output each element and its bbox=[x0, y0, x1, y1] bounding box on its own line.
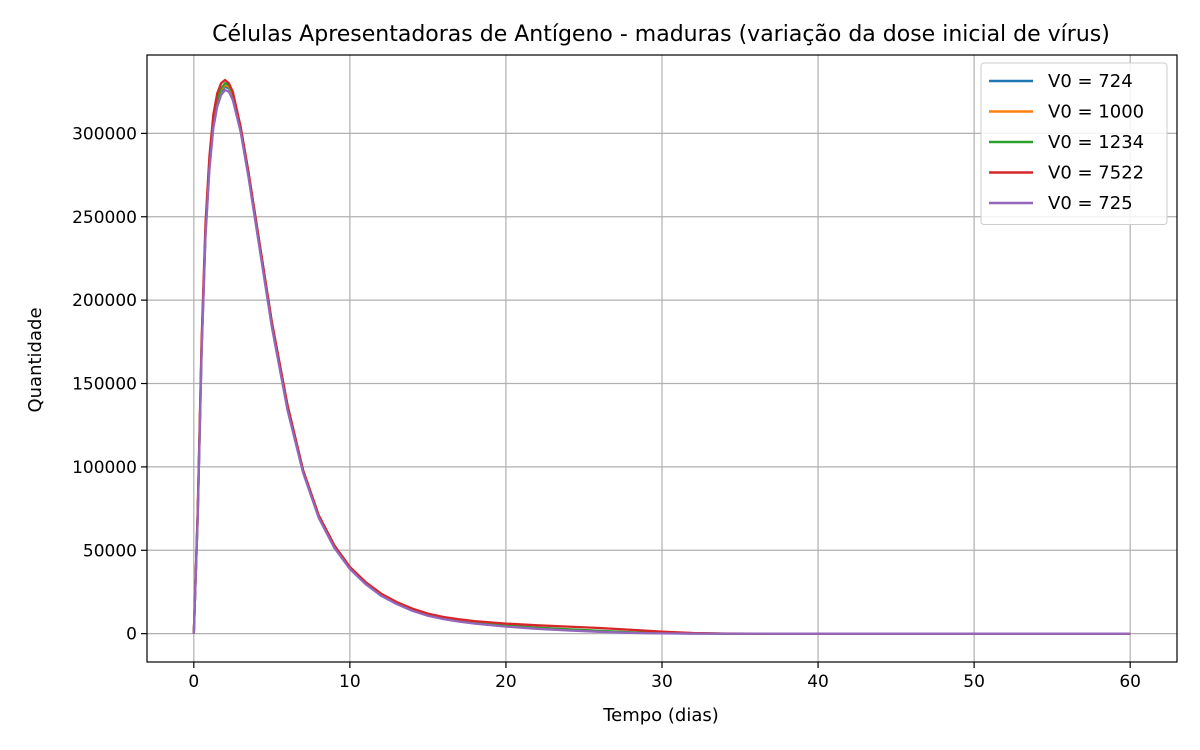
x-tick-label: 60 bbox=[1119, 672, 1141, 692]
x-tick-label: 30 bbox=[651, 672, 673, 692]
grid bbox=[147, 55, 1177, 662]
y-tick-label: 200000 bbox=[72, 291, 137, 311]
x-tick-label: 10 bbox=[339, 672, 361, 692]
y-tick-label: 250000 bbox=[72, 208, 137, 228]
legend-box bbox=[980, 62, 1168, 225]
series-line-5 bbox=[192, 88, 1131, 635]
x-tick-label: 50 bbox=[963, 672, 985, 692]
legend-label: V0 = 1000 bbox=[1048, 102, 1144, 123]
legend-label: V0 = 1234 bbox=[1048, 132, 1144, 153]
legend-label: V0 = 7522 bbox=[1048, 163, 1144, 184]
x-tick-label: 40 bbox=[807, 672, 829, 692]
y-axis-label: Quantidade bbox=[25, 307, 46, 412]
y-tick-label: 50000 bbox=[83, 541, 137, 561]
y-tick-label: 0 bbox=[126, 625, 137, 645]
legend-label: V0 = 724 bbox=[1048, 71, 1133, 92]
chart-title: Células Apresentadoras de Antígeno - mad… bbox=[212, 22, 1110, 47]
y-tick-label: 300000 bbox=[72, 124, 137, 144]
plot-lines bbox=[192, 78, 1131, 635]
y-tick-label: 100000 bbox=[72, 458, 137, 478]
legend-label: V0 = 725 bbox=[1048, 193, 1133, 214]
x-tick-label: 0 bbox=[188, 672, 199, 692]
x-axis-label: Tempo (dias) bbox=[602, 705, 719, 726]
legend: V0 = 724 V0 = 1000 V0 = 1234 V0 = 7522 V0 = … bbox=[980, 62, 1168, 225]
x-tick-label: 20 bbox=[495, 672, 517, 692]
y-tick-label: 150000 bbox=[72, 375, 137, 395]
axis-ticks: 0 10 20 30 40 50 60 0 50000 100000 150000 200000 250… bbox=[72, 124, 1141, 692]
